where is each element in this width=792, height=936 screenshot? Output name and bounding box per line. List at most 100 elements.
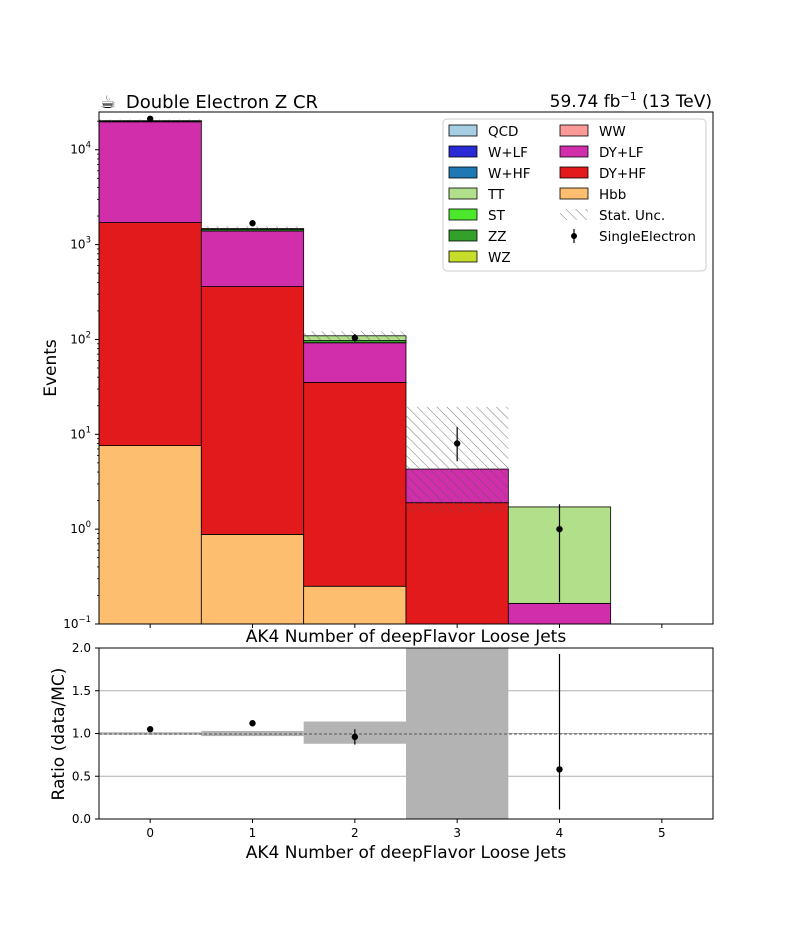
ratio-x-label: AK4 Number of deepFlavor Loose Jets: [246, 843, 567, 863]
ratio-x-tick-label: 0: [146, 826, 154, 840]
bar-hbb-bin-2: [303, 585, 407, 625]
legend-swatch: [448, 187, 478, 200]
y-tick-label: 101: [70, 425, 91, 441]
legend-swatch: [559, 187, 589, 200]
legend-wz: WZ: [448, 250, 511, 266]
legend-dy-lf: DY+LF: [559, 145, 644, 161]
data-point-bin-4: [556, 525, 563, 533]
y-tick-base: 10: [70, 522, 85, 536]
legend-hbb: Hbb: [559, 187, 626, 203]
ratio-y-tick-label: 0.5: [72, 769, 91, 783]
ratio-y-label: Ratio (data/MC): [49, 668, 69, 801]
y-tick-exp: 2: [86, 330, 91, 340]
ratio-x-axis: 0 1 2 3 4 5: [146, 819, 666, 840]
legend-swatch-marker: [571, 233, 577, 239]
bar-hbb-bin-0: [98, 445, 202, 625]
y-tick-label: 104: [70, 141, 91, 157]
ratio-plot: 0.0 0.5 1.0 1.5 2.0 0 1 2 3 4 5 Ratio (data/MC) A…: [49, 641, 714, 863]
data-point-bin-2: [351, 334, 359, 342]
legend-swatch: [448, 145, 478, 158]
ratio-point-bin-2: [351, 733, 359, 741]
bar-dy-lf-bin-1: [200, 230, 305, 287]
stacked-histogram: [98, 120, 612, 625]
ratio-x-tick-label: 1: [249, 826, 257, 840]
bar-dy-hf-bin-3: [405, 502, 509, 625]
bar-dy-hf-bin-0: [98, 222, 202, 447]
legend-swatch: [559, 166, 589, 179]
y-tick-label: 102: [70, 330, 91, 346]
chart-title: ☕ Double Electron Z CR: [100, 92, 318, 113]
bar-hbb-bin-1: [200, 534, 305, 625]
y-tick-base: 10: [70, 143, 85, 157]
legend-swatch: [448, 208, 478, 221]
y-tick-label: 103: [70, 236, 91, 252]
legend-label: DY+LF: [599, 145, 644, 161]
y-tick-label: 10−1: [63, 615, 91, 631]
legend: QCD W+LF W+HF TT ST ZZ WZ WW DY+LF DY+HF Hbb Stat. …: [442, 118, 707, 272]
ratio-y-tick-label: 0.0: [72, 812, 91, 826]
bar-dy-hf-bin-2: [303, 381, 407, 587]
coffee-icon: ☕: [100, 92, 116, 113]
legend-zz: ZZ: [448, 229, 507, 245]
legend-label: TT: [487, 187, 505, 203]
legend-label: ZZ: [488, 229, 507, 245]
legend-stat-unc-: Stat. Unc.: [560, 208, 665, 224]
y-tick-base: 10: [70, 427, 85, 441]
legend-singleelectron: SingleElectron: [571, 229, 696, 245]
data-point-bin-3: [453, 440, 461, 447]
ratio-y-tick-label: 1.0: [72, 727, 91, 741]
y-tick-label: 100: [70, 520, 91, 536]
legend-qcd: QCD: [448, 124, 518, 140]
legend-swatch: [448, 229, 478, 242]
bar-dy-hf-bin-1: [200, 286, 305, 535]
legend-tt: TT: [448, 187, 505, 203]
legend-label: W+LF: [488, 145, 528, 161]
legend-label: Hbb: [599, 187, 626, 203]
y-tick-exp: −1: [78, 615, 91, 625]
legend-w-hf: W+HF: [448, 166, 531, 182]
legend-st: ST: [448, 208, 506, 224]
bar-dy-lf-bin-4: [507, 602, 612, 625]
y-tick-base: 10: [63, 617, 78, 631]
legend-label: SingleElectron: [599, 229, 696, 245]
ratio-x-tick-label: 5: [658, 826, 666, 840]
ratio-point-bin-1: [249, 720, 256, 727]
ratio-x-tick-label: 2: [351, 826, 359, 840]
ratio-x-tick-label: 4: [556, 826, 564, 840]
legend-swatch: [559, 145, 589, 158]
legend-label: WW: [599, 124, 626, 140]
ratio-point-bin-0: [146, 726, 154, 733]
ratio-points: [146, 653, 563, 810]
main-y-label: Events: [41, 339, 61, 397]
data-points: [146, 115, 563, 603]
bar-dy-lf-bin-0: [98, 121, 202, 223]
luminosity-label: 59.74 fb−1 (13 TeV): [550, 90, 712, 112]
y-tick-base: 10: [70, 238, 85, 252]
main-x-label: AK4 Number of deepFlavor Loose Jets: [246, 627, 567, 647]
y-tick-exp: 4: [86, 141, 91, 151]
legend-dy-hf: DY+HF: [559, 166, 646, 182]
ratio-y-axis: 0.0 0.5 1.0 1.5 2.0: [72, 641, 99, 826]
legend-label: Stat. Unc.: [599, 208, 665, 224]
ratio-x-tick-label: 3: [453, 826, 461, 840]
legend-swatch: [448, 124, 478, 137]
legend-label: W+HF: [488, 166, 531, 182]
y-tick-base: 10: [70, 332, 85, 346]
stat-unc-bin-1: [201, 226, 304, 230]
legend-label: DY+HF: [599, 166, 646, 182]
y-tick-exp: 1: [86, 425, 91, 435]
legend-swatch: [448, 166, 478, 179]
main-x-axis: [149, 624, 663, 628]
ratio-y-tick-label: 1.5: [72, 684, 91, 698]
legend-swatch-hatch: [560, 209, 588, 220]
ratio-y-tick-label: 2.0: [72, 641, 91, 655]
ratio-unc-bin-1: [201, 730, 304, 737]
legend-ww: WW: [559, 124, 626, 140]
data-point-bin-1: [249, 220, 256, 227]
data-point-bin-0: [146, 115, 154, 122]
legend-w-lf: W+LF: [448, 145, 528, 161]
ratio-point-bin-4: [556, 766, 563, 773]
